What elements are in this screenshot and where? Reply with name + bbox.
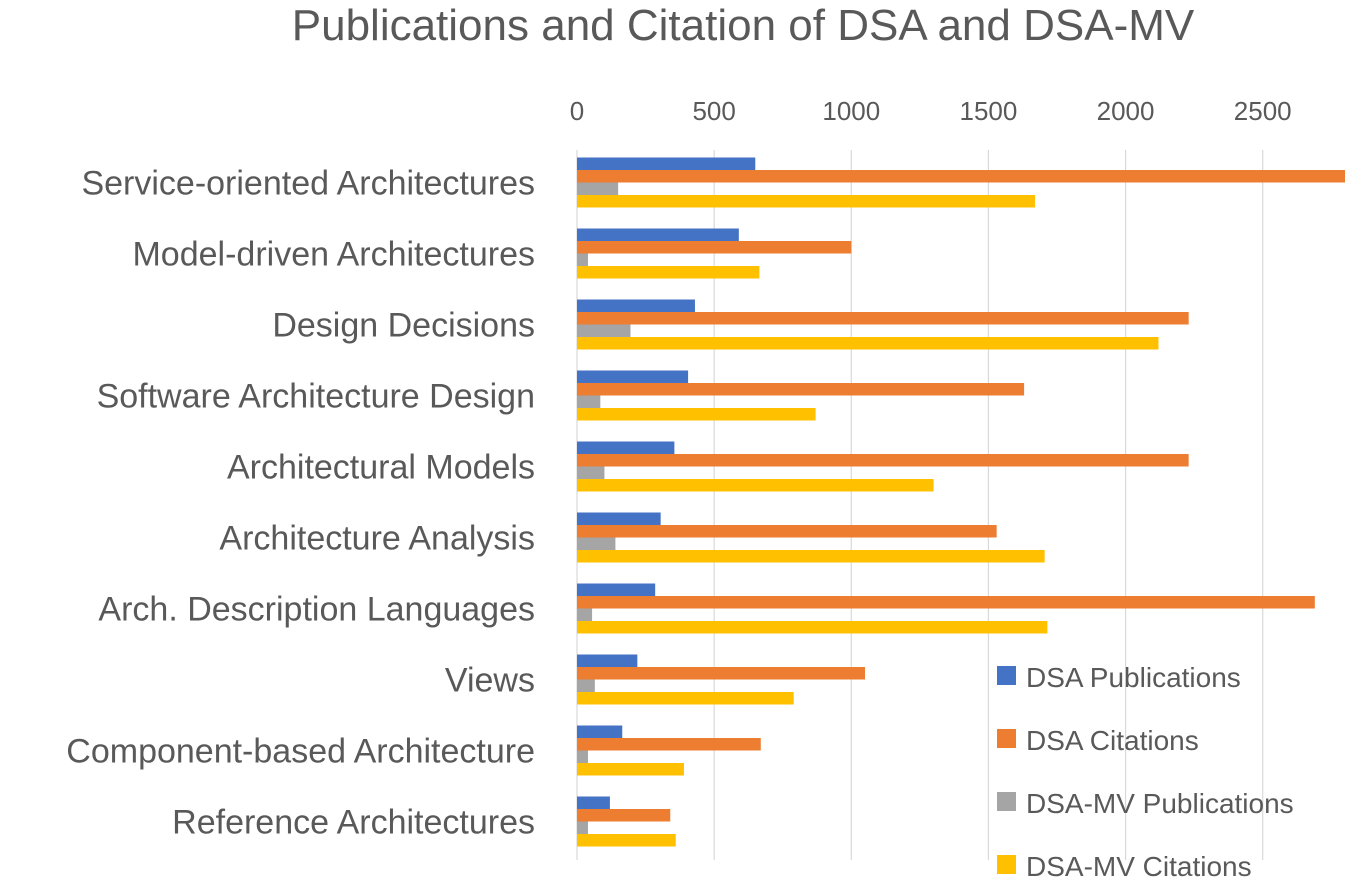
bar-dsa-publications-design-decisions — [577, 299, 695, 312]
bar-dsa-citations-architecture-analysis — [577, 525, 997, 538]
x-tick-label-500: 500 — [692, 96, 735, 126]
legend-label-dsa-citations: DSA Citations — [1026, 725, 1199, 756]
bar-dsa-citations-arch-description-languages — [577, 596, 1315, 609]
bar-dsa-citations-reference-architectures — [577, 809, 671, 822]
bar-dsa-publications-software-architecture-design — [577, 370, 689, 383]
bar-dsa-citations-component-based-architecture — [577, 738, 761, 751]
bar-dsa-mv-publications-service-oriented-architectures — [577, 182, 619, 195]
legend-swatch-dsa-publications — [997, 666, 1016, 685]
bar-dsa-mv-publications-reference-architectures — [577, 821, 588, 834]
bar-dsa-mv-publications-software-architecture-design — [577, 395, 601, 408]
legend: DSA Publications DSA Citations DSA-MV Publ… — [997, 662, 1294, 882]
category-label-views: Views — [445, 662, 535, 700]
bar-dsa-mv-citations-service-oriented-architectures — [577, 195, 1036, 208]
bar-dsa-mv-citations-arch-description-languages — [577, 621, 1048, 634]
category-label-architecture-analysis: Architecture Analysis — [219, 520, 535, 558]
bar-dsa-publications-service-oriented-architectures — [577, 157, 756, 170]
bar-dsa-mv-citations-design-decisions — [577, 337, 1159, 350]
bar-dsa-mv-citations-views — [577, 692, 794, 705]
legend-label-dsa-publications: DSA Publications — [1026, 662, 1241, 693]
x-axis-ticks: 0 500 1000 1500 2000 2500 — [570, 96, 1292, 126]
category-label-component-based-architecture: Component-based Architecture — [66, 733, 535, 771]
legend-label-dsa-mv-citations: DSA-MV Citations — [1026, 851, 1252, 881]
bar-dsa-mv-citations-architecture-analysis — [577, 550, 1045, 563]
bar-dsa-mv-citations-model-driven-architectures — [577, 266, 760, 279]
x-tick-label-2000: 2000 — [1097, 96, 1155, 126]
category-label-arch-description-languages: Arch. Description Languages — [98, 591, 535, 629]
category-label-software-architecture-design: Software Architecture Design — [97, 378, 535, 416]
legend-swatch-dsa-citations — [997, 729, 1016, 748]
bar-dsa-citations-model-driven-architectures — [577, 241, 852, 254]
bar-dsa-citations-service-oriented-architectures — [577, 170, 1345, 183]
category-label-design-decisions: Design Decisions — [272, 307, 535, 345]
x-tick-label-1000: 1000 — [822, 96, 880, 126]
bar-dsa-mv-publications-design-decisions — [577, 324, 631, 337]
bar-dsa-mv-publications-architectural-models — [577, 466, 605, 479]
bar-dsa-citations-architectural-models — [577, 454, 1189, 467]
bar-dsa-mv-citations-software-architecture-design — [577, 408, 816, 421]
bar-dsa-publications-model-driven-architectures — [577, 228, 739, 241]
bar-dsa-publications-arch-description-languages — [577, 583, 656, 596]
x-tick-label-1500: 1500 — [960, 96, 1018, 126]
legend-swatch-dsa-mv-citations — [997, 855, 1016, 874]
bar-dsa-publications-views — [577, 654, 638, 667]
bar-dsa-mv-publications-architecture-analysis — [577, 537, 616, 550]
category-label-reference-architectures: Reference Architectures — [172, 804, 535, 842]
bar-dsa-publications-component-based-architecture — [577, 725, 623, 738]
category-label-architectural-models: Architectural Models — [227, 449, 535, 487]
bar-dsa-publications-reference-architectures — [577, 796, 610, 809]
bar-dsa-citations-design-decisions — [577, 312, 1189, 325]
bar-dsa-citations-software-architecture-design — [577, 383, 1025, 396]
legend-swatch-dsa-mv-publications — [997, 792, 1016, 811]
bar-dsa-mv-publications-views — [577, 679, 595, 692]
bar-dsa-publications-architectural-models — [577, 441, 675, 454]
bars — [577, 157, 1345, 847]
bar-dsa-publications-architecture-analysis — [577, 512, 661, 525]
x-tick-label-2500: 2500 — [1234, 96, 1292, 126]
bar-dsa-mv-citations-component-based-architecture — [577, 763, 684, 776]
category-label-model-driven-architectures: Model-driven Architectures — [132, 236, 535, 274]
bar-dsa-mv-publications-component-based-architecture — [577, 750, 588, 763]
bar-dsa-mv-publications-model-driven-architectures — [577, 253, 588, 266]
chart-title: Publications and Citation of DSA and DSA… — [292, 1, 1195, 50]
bar-dsa-mv-citations-reference-architectures — [577, 834, 676, 847]
x-tick-label-0: 0 — [570, 96, 584, 126]
category-label-service-oriented-architectures: Service-oriented Architectures — [81, 165, 535, 203]
bar-dsa-citations-views — [577, 667, 865, 680]
legend-label-dsa-mv-publications: DSA-MV Publications — [1026, 788, 1294, 819]
bar-dsa-mv-publications-arch-description-languages — [577, 608, 593, 621]
category-labels: Service-oriented Architectures Model-driv… — [66, 165, 535, 842]
bar-dsa-mv-citations-architectural-models — [577, 479, 934, 492]
